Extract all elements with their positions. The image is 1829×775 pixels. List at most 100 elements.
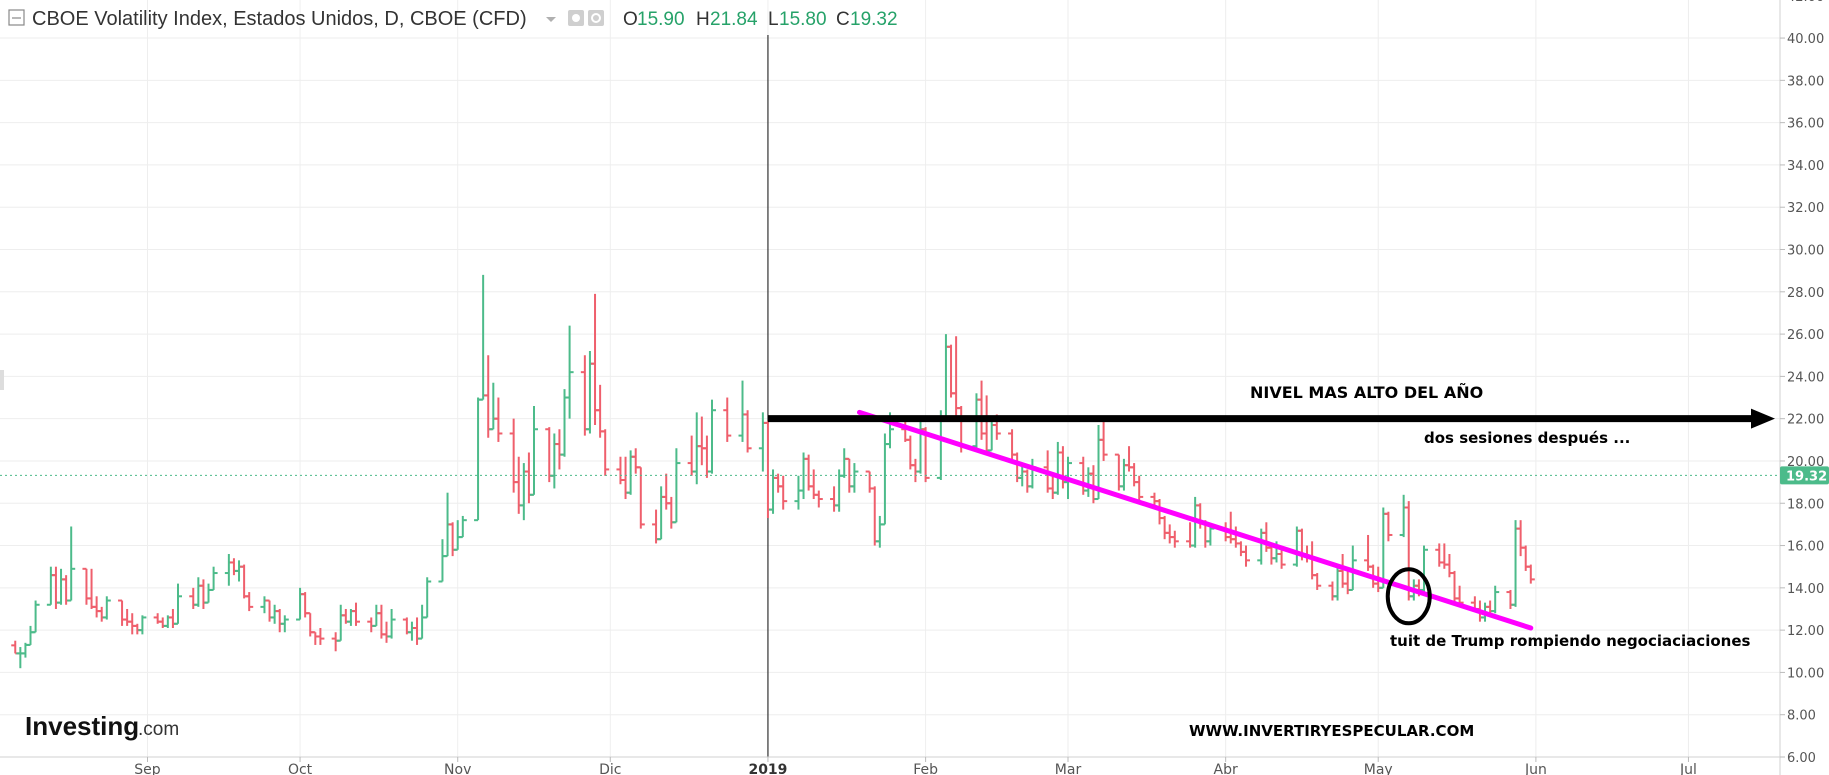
ohlc-bar [591,293,600,426]
ohlc-bar [31,600,40,634]
max-level-annotation: NIVEL MAS ALTO DEL AÑO [1250,383,1483,402]
ohlc-bar [977,380,986,440]
ohlc-bar [921,427,930,483]
settings-icon[interactable] [588,10,604,26]
y-tick-label: 20.00 [1787,455,1824,470]
ohlc-bar [1399,494,1408,538]
ohlc-bar [199,579,208,609]
ohlc-bar [229,558,238,576]
ohlc-bar [407,621,416,641]
left-scroll-handle[interactable] [0,370,4,390]
ohlc-bar [545,427,554,483]
ohlc-bar [916,418,925,474]
x-tick-label: May [1364,762,1393,775]
y-tick-label: 32.00 [1787,201,1824,216]
ohlc-bar [601,429,610,476]
ohlc-bar [458,515,467,539]
ohlc-bar [1170,530,1179,548]
price-axis[interactable]: 6.00 8.00 10.00 12.00 14.00 16.00 18.00 20.00 22… [1780,0,1824,766]
ohlc-bar [489,382,498,431]
ohlc-bar [16,647,25,669]
price-bars [11,274,1535,669]
ohlc-bar [331,632,340,652]
trump-tweet-annotation: tuit de Trump rompiendo negociaciaciones [1390,632,1750,650]
y-tick-label: 8.00 [1787,709,1816,724]
ohlc-bar [880,433,889,526]
ohlc-bar [560,389,569,457]
y-tick-label: 40.00 [1787,32,1824,47]
ohlc-bar [769,469,778,514]
ohlc-bar [46,566,55,606]
y-tick-label: 22.00 [1787,413,1824,428]
dropdown-caret-icon[interactable] [546,17,556,22]
ohlc-bar [235,560,244,582]
ohlc-bar [1099,418,1108,461]
x-tick-label: Feb [913,762,938,775]
ohlc-bar [1511,520,1520,607]
ohlc-bar [275,608,284,633]
open-label: O [623,9,638,30]
chart-header: CBOE Volatility Index, Estados Unidos, D… [8,8,898,30]
x-tick-label: 2019 [748,762,787,775]
y-tick-label: 14.00 [1787,582,1824,597]
ohlc-bar [224,554,233,586]
ohlc-bar [1526,564,1535,584]
y-tick-label: 12.00 [1787,624,1824,639]
ohlc-bar [850,463,859,493]
ohlc-bar [870,486,879,546]
ohlc-bar [1048,475,1057,500]
y-tick-label: 26.00 [1787,328,1824,343]
ohlc-bar [118,599,127,626]
ohlc-bar [1119,458,1128,491]
ohlc-bar [774,473,783,493]
y-tick-label: 16.00 [1787,540,1824,555]
chart-title[interactable]: CBOE Volatility Index, Estados Unidos, D… [32,8,527,30]
ohlc-bar [87,568,96,609]
y-tick-label: 42.00 [1787,0,1824,5]
ohlc-bar [138,615,147,635]
ohlc-bar [133,623,142,635]
ohlc-bar [204,583,213,604]
ohlc-bar [580,355,589,436]
ohlc-bar [697,416,706,466]
ohlc-bar [1084,467,1093,497]
ohlc-bar [875,515,884,548]
ohlc-bar [479,274,488,401]
close-value: 19.32 [850,9,898,30]
ohlc-bar [448,522,457,557]
ohlc-bar [814,490,823,508]
ohlc-bar [336,604,345,642]
logo-domain: .com [138,719,179,740]
ohlc-bar [352,602,360,626]
ohlc-bar [382,621,391,643]
ohlc-bar [97,606,106,622]
ohlc-bar [1491,585,1500,614]
ohlc-bar [280,615,289,633]
y-tick-label: 18.00 [1787,497,1824,512]
ohlc-bar [636,466,645,529]
ohlc-bar [265,599,274,622]
y-tick-label: 30.00 [1787,244,1824,259]
x-tick-label: Abr [1214,762,1238,775]
ohlc-bar [1160,515,1169,540]
ohlc-bar [1328,581,1337,601]
time-axis[interactable]: Sep Oct Nov Dic 2019 Feb Mar Abr May Jun Jul [134,757,1697,775]
ohlc-bar [1186,522,1195,548]
ohlc-bar [387,608,396,639]
ohlc-bar [1420,545,1428,593]
ohlc-bar [1277,547,1286,569]
ohlc-bar [484,355,493,438]
x-tick-label: Sep [134,762,161,775]
tweet-circle-marker [1385,567,1432,626]
ohlc-bar [947,344,956,398]
ohlc-bar [565,325,574,419]
y-tick-label: 36.00 [1787,117,1824,132]
ohlc-bar [779,475,788,510]
ohlc-bar [1114,453,1123,491]
x-tick-label: Dic [599,762,621,775]
ohlc-bar [1135,475,1144,504]
ohlc-bar [865,470,874,493]
ohlc-bar [245,592,254,612]
ohlc-bar [743,410,752,453]
y-tick-label: 34.00 [1787,159,1824,174]
